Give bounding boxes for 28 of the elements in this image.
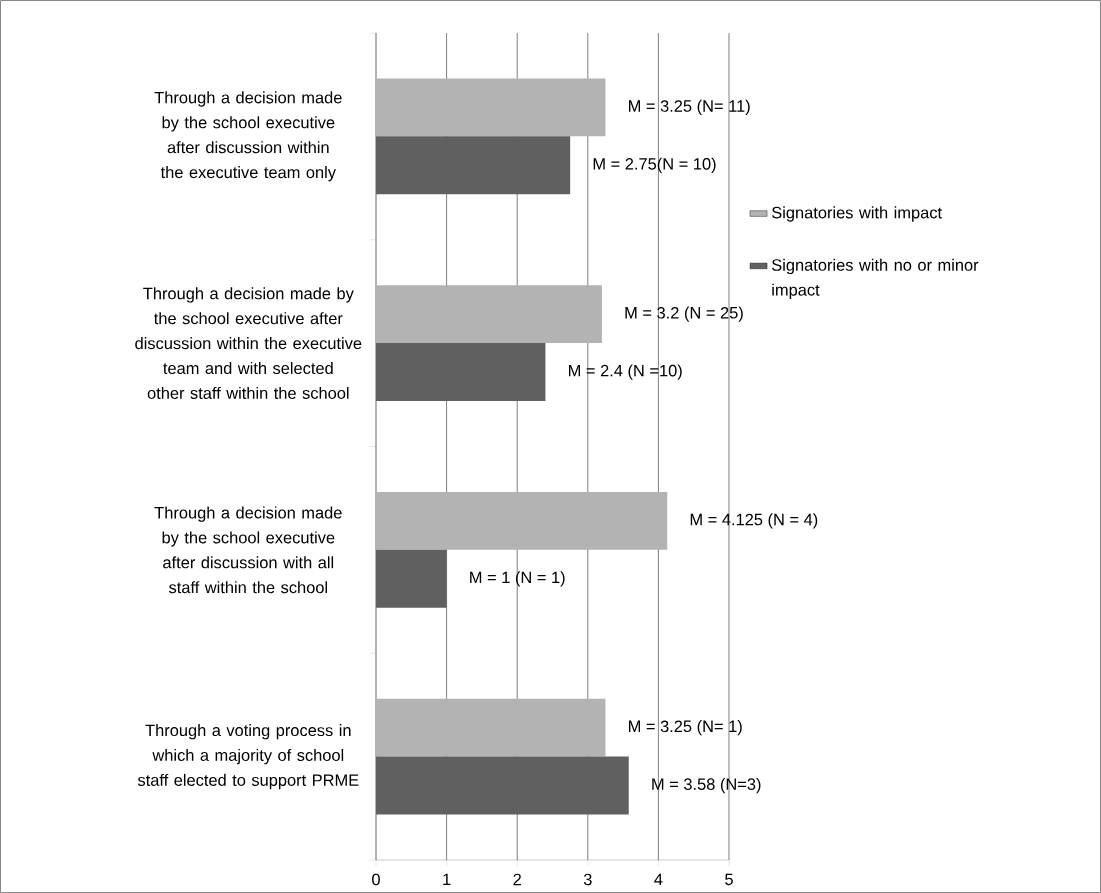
y-tick-label: Through a voting process in which a majority of school staff elected to support PRME: [137, 724, 359, 790]
bar: [376, 343, 546, 402]
x-tick-label: 5: [725, 873, 733, 886]
bar: [376, 491, 668, 550]
legend-label: Signatories with no or minor impact: [772, 258, 979, 299]
bar: [376, 698, 606, 757]
y-tick-label: Through a decision made by the school executive after discussion within the executive team and with selected other staff within the school: [135, 287, 362, 399]
y-tick-label: Through a decision made by the school executive after discussion with all staff within the school: [154, 506, 342, 594]
data-label: M = 3.25 (N= 1): [629, 720, 742, 736]
x-tick-label: 3: [583, 873, 592, 886]
data-label: M = 3.25 (N= 11): [629, 99, 750, 116]
x-tick-label: 0: [372, 873, 380, 886]
bar: [376, 136, 571, 195]
data-label: M = 3.58 (N=3): [652, 777, 761, 794]
x-tick-label: 4: [654, 873, 663, 885]
bar: [376, 549, 447, 608]
bar: [376, 756, 629, 815]
data-label: M = 2.75(N = 10): [593, 157, 716, 173]
data-label: M = 3.2 (N = 25): [625, 306, 743, 322]
data-label: M = 2.4 (N =10): [568, 364, 682, 380]
x-tick-label: 2: [513, 873, 521, 886]
bar: [376, 78, 606, 137]
x-tick-label: 1: [443, 873, 451, 885]
legend-label: Signatories with impact: [772, 206, 942, 222]
y-tick-label: Through a decision made by the school executive after discussion within the executive team only: [154, 91, 342, 182]
data-label: M = 1 (N = 1): [470, 571, 565, 587]
data-label: M = 4.125 (N = 4): [690, 513, 818, 529]
bar: [376, 285, 602, 344]
